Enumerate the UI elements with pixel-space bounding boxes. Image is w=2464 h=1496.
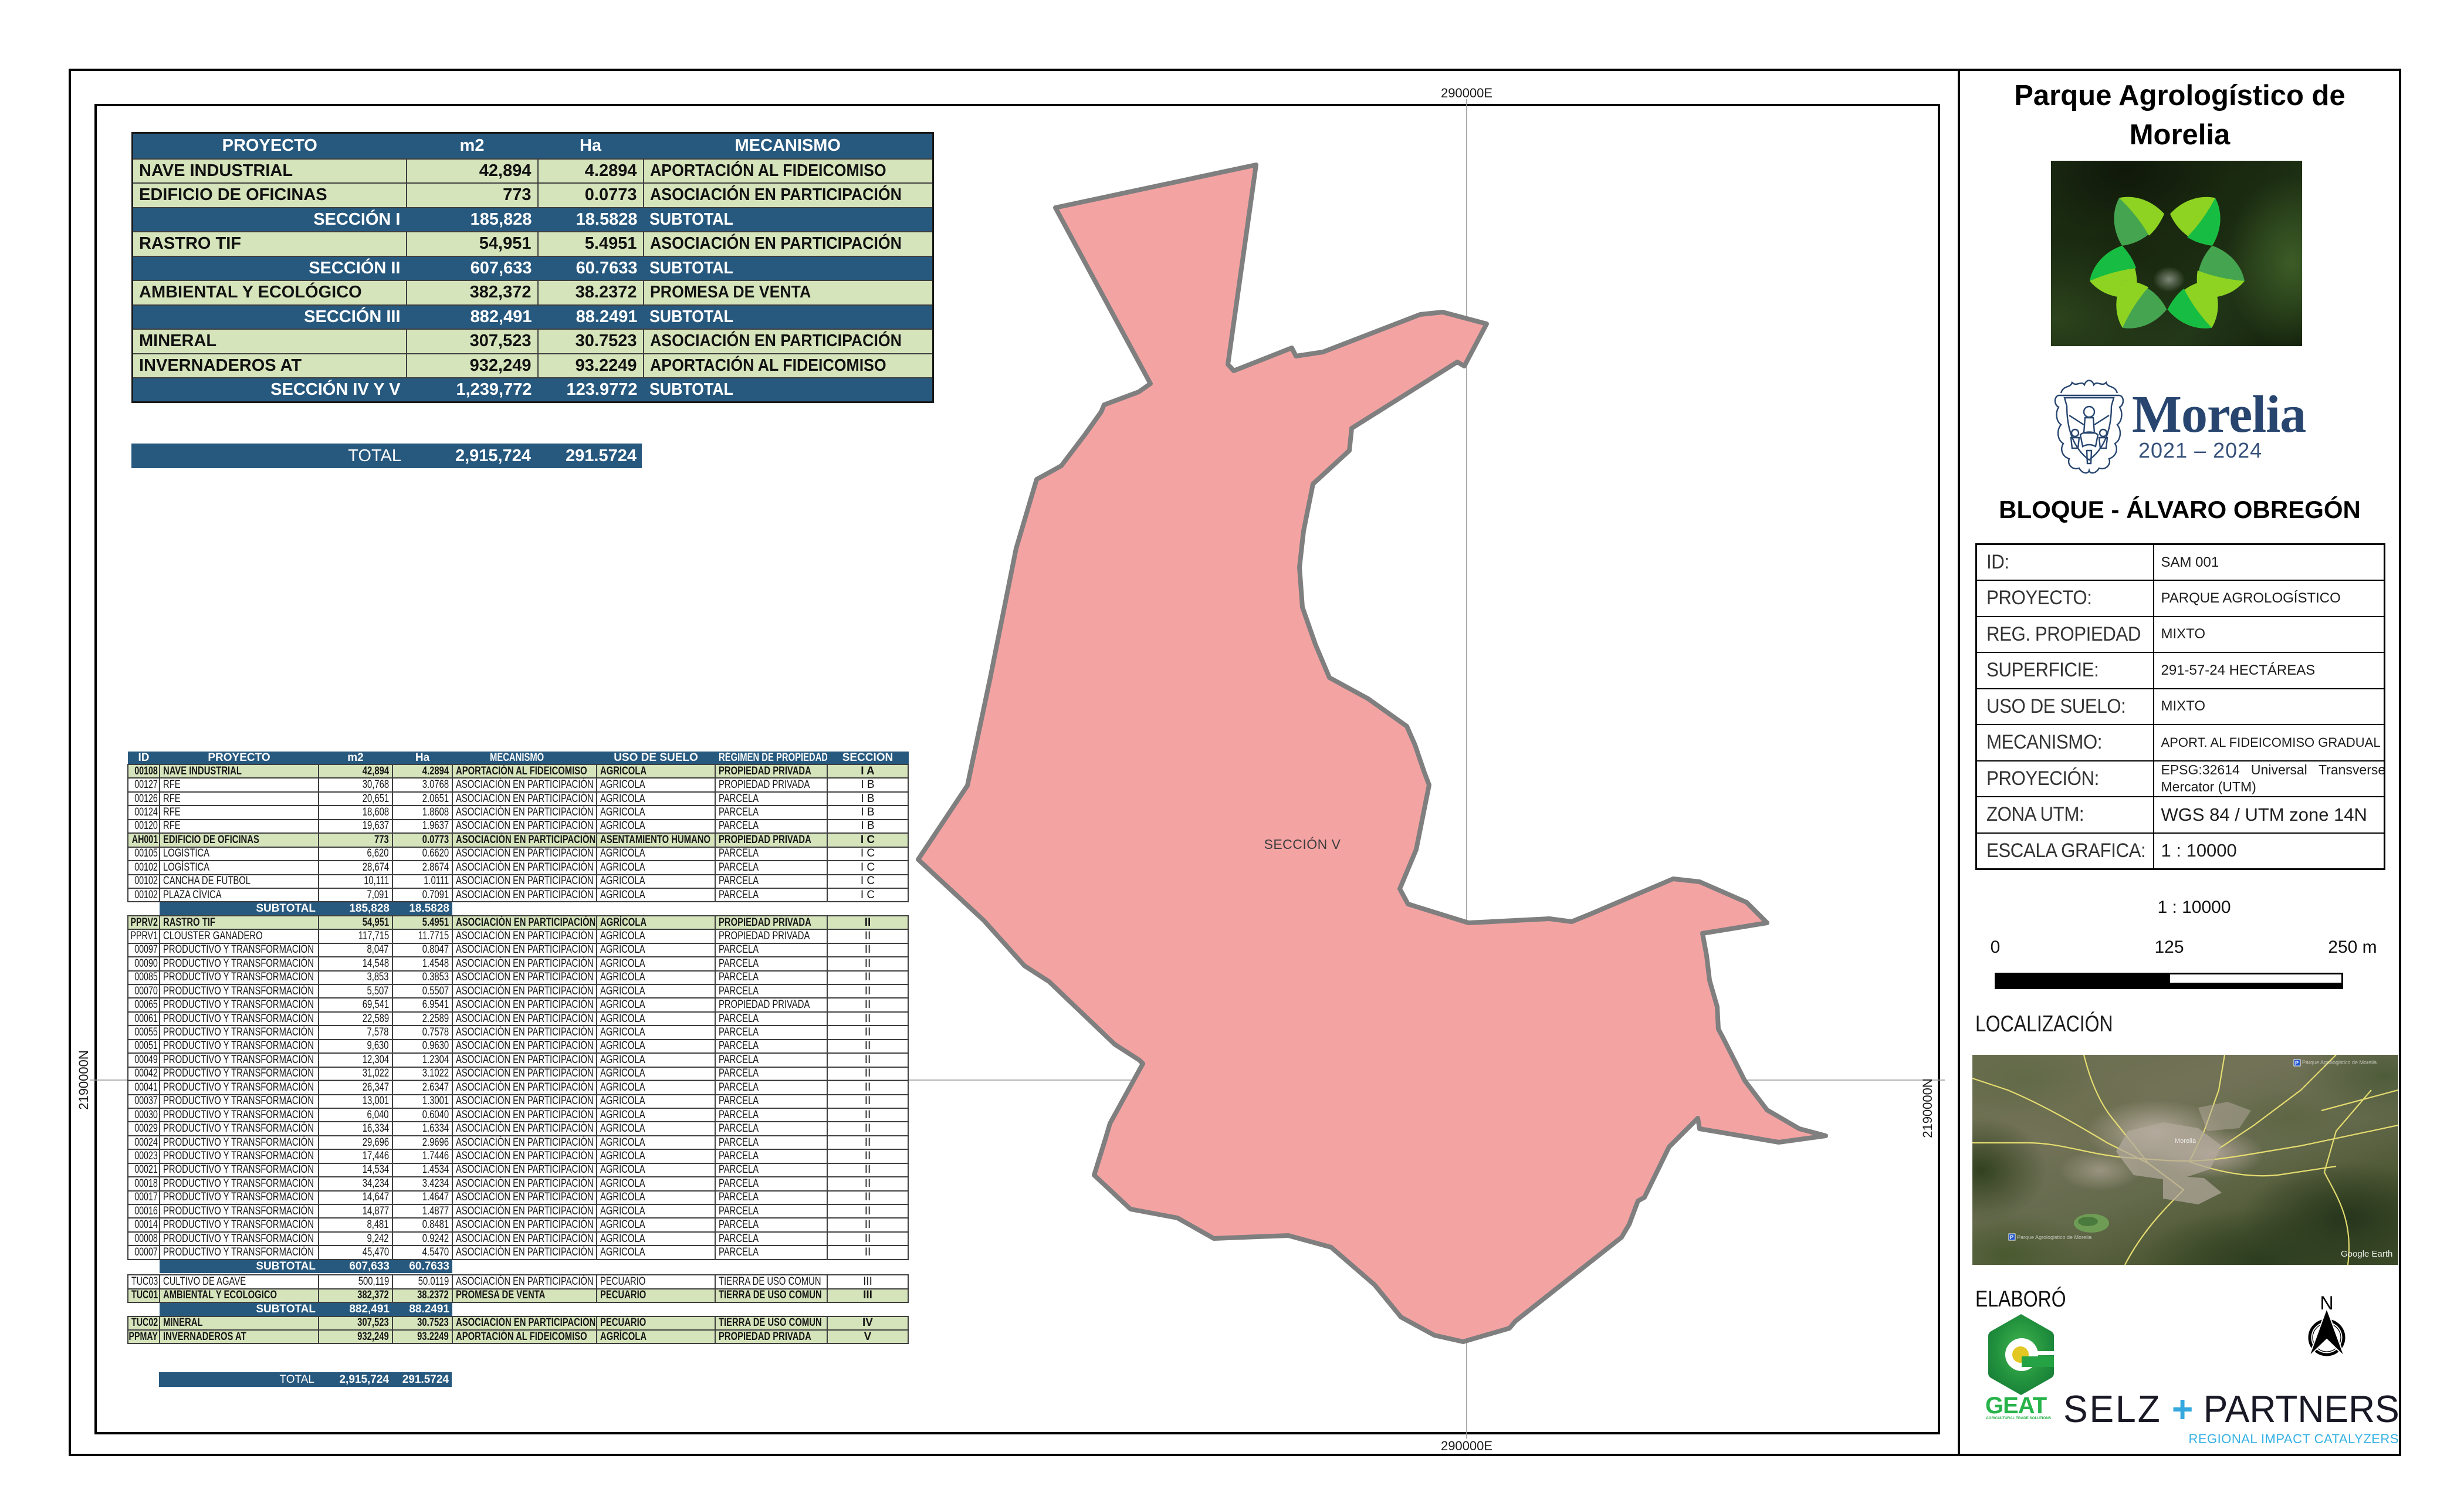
svg-text:Parque Agrologistico de Moreli: Parque Agrologistico de Morelia [2017,1234,2091,1240]
svg-text:Parque Agrologistico de Moreli: Parque Agrologistico de Morelia [2302,1060,2377,1065]
svg-text:Google Earth: Google Earth [2341,1249,2392,1259]
svg-text:P: P [2295,1060,2299,1066]
svg-text:P: P [2010,1234,2013,1240]
svg-text:AGRICULTURAL TRADE SOLUTIONS: AGRICULTURAL TRADE SOLUTIONS [1986,1416,2052,1420]
svg-text:Morelia: Morelia [2175,1138,2196,1145]
svg-text:N: N [2320,1292,2333,1314]
svg-text:GEAT: GEAT [1985,1393,2047,1419]
